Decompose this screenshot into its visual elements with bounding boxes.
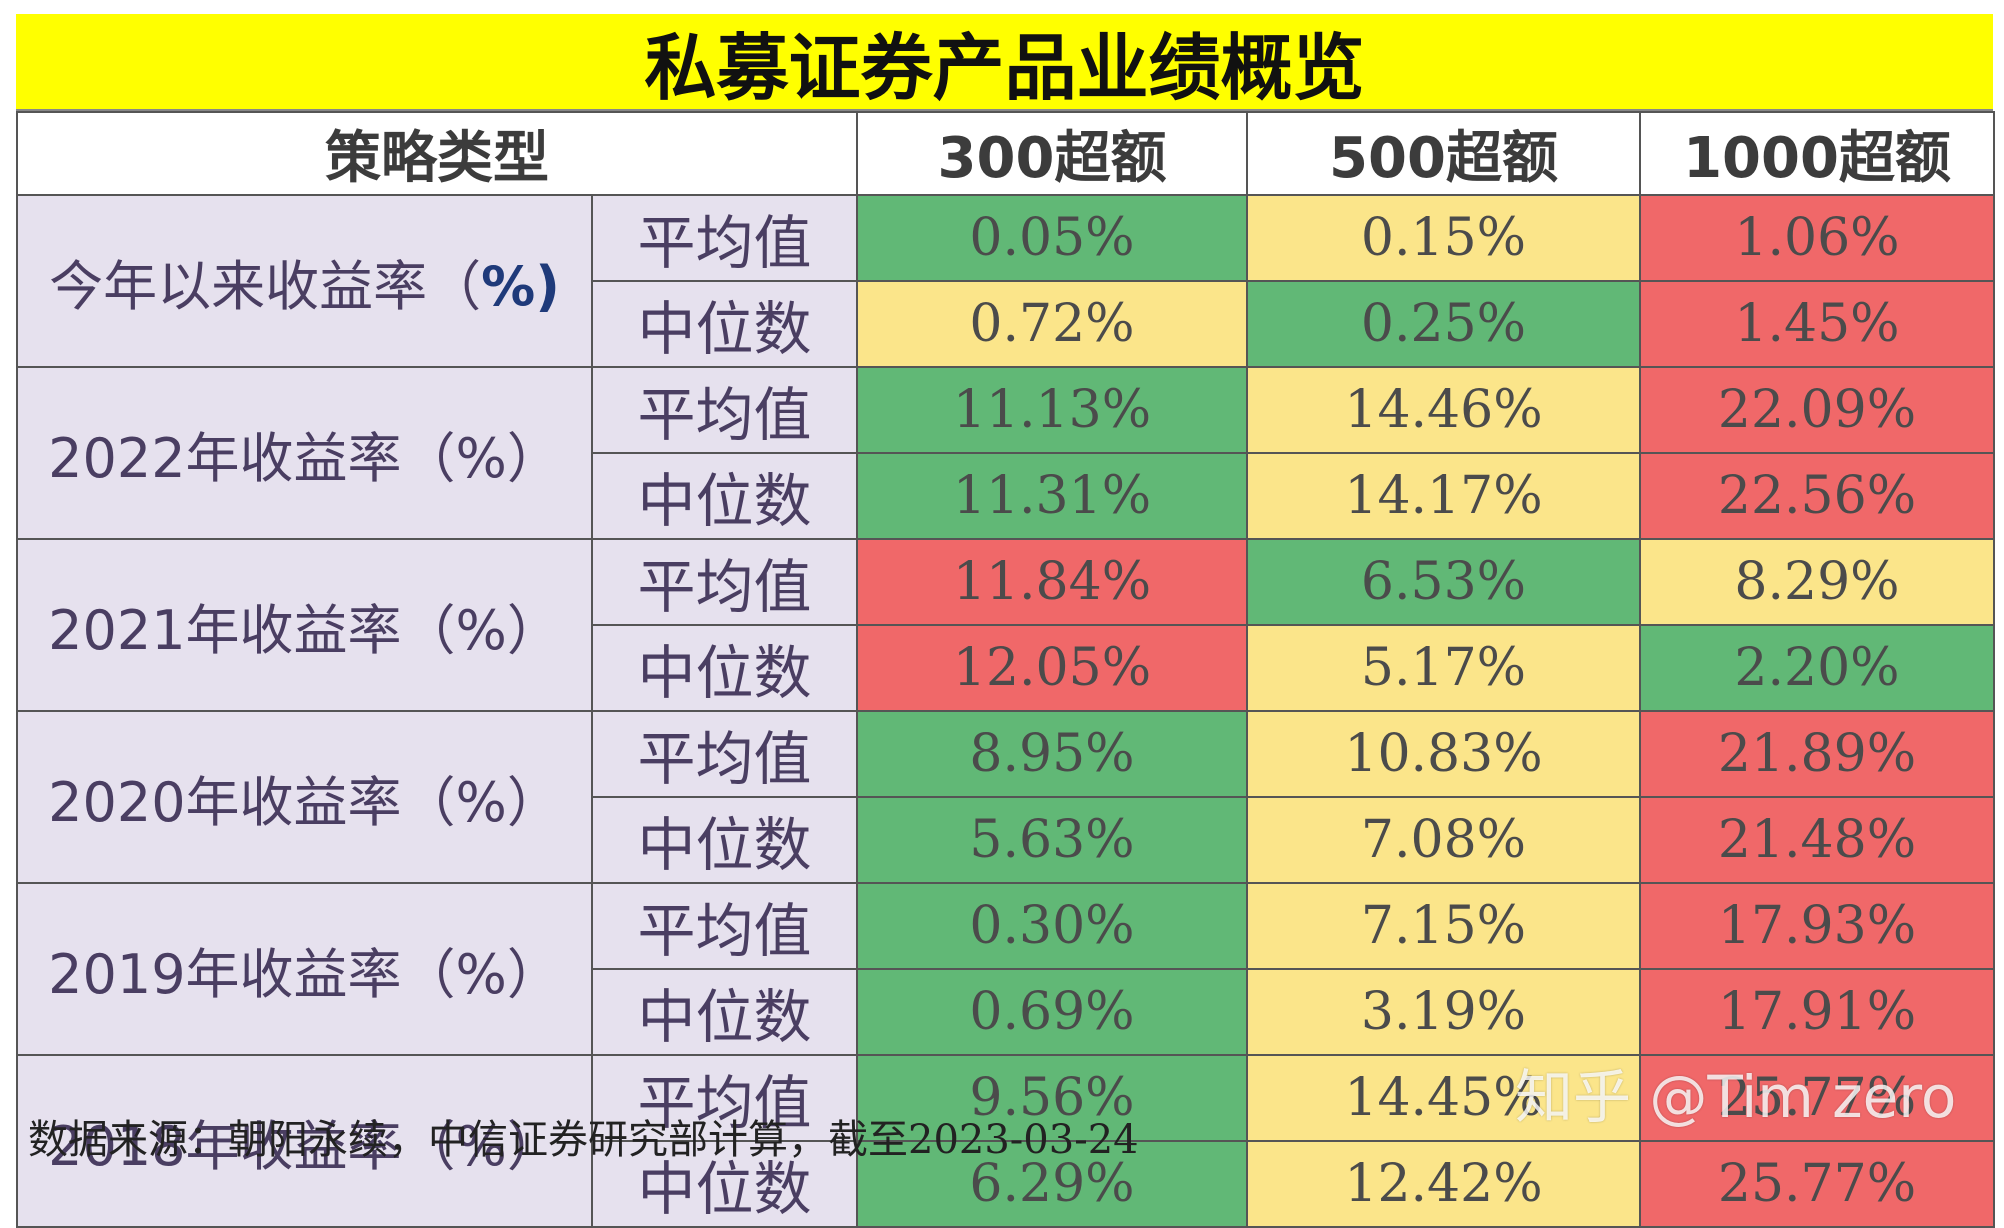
- value-cell: 0.72%: [856, 280, 1248, 368]
- value-cell: 0.15%: [1246, 194, 1641, 282]
- value-cell: 9.56%: [856, 1054, 1248, 1142]
- median-label: 中位数: [591, 624, 858, 712]
- performance-sheet: 私募证券产品业绩概览 策略类型 300超额 500超额 1000超额 今年以来收…: [16, 14, 1995, 1228]
- header-row: 策略类型 300超额 500超额 1000超额: [16, 111, 1995, 196]
- value-cell: 0.05%: [856, 194, 1248, 282]
- table-row: 2020年收益率（%） 平均值 8.95% 10.83% 21.89%: [16, 710, 1995, 884]
- value-cell: 8.95%: [856, 710, 1248, 798]
- value-cell: 3.19%: [1246, 968, 1641, 1056]
- value-cell: 12.05%: [856, 624, 1248, 712]
- value-cell: 1.45%: [1639, 280, 1995, 368]
- value-cell: 22.09%: [1639, 366, 1995, 454]
- median-label: 中位数: [591, 968, 858, 1056]
- table-row: 今年以来收益率（%) 平均值 0.05% 0.15% 1.06%: [16, 194, 1995, 368]
- column-header-500: 500超额: [1246, 111, 1641, 196]
- category-unit: %): [481, 254, 560, 318]
- table-row: 2022年收益率（%） 平均值 11.13% 14.46% 22.09%: [16, 366, 1995, 540]
- performance-table: 策略类型 300超额 500超额 1000超额 今年以来收益率（%) 平均值 0…: [16, 111, 1995, 1228]
- category-label: 2022年收益率（%）: [16, 366, 593, 540]
- value-cell: 11.13%: [856, 366, 1248, 454]
- value-cell: 5.63%: [856, 796, 1248, 884]
- category-label: 今年以来收益率（%): [16, 194, 593, 368]
- value-cell: 7.08%: [1246, 796, 1641, 884]
- value-cell: 17.91%: [1639, 968, 1995, 1056]
- value-cell: 6.53%: [1246, 538, 1641, 626]
- median-label: 中位数: [591, 280, 858, 368]
- column-header-1000: 1000超额: [1639, 111, 1995, 196]
- value-cell: 22.56%: [1639, 452, 1995, 540]
- data-source-note: 数据来源：朝阳永续，中信证券研究部计算，截至2023-03-24: [28, 1117, 1139, 1163]
- value-cell: 2.20%: [1639, 624, 1995, 712]
- value-cell: 25.77%: [1639, 1054, 1995, 1142]
- value-cell: 0.30%: [856, 882, 1248, 970]
- value-cell: 11.84%: [856, 538, 1248, 626]
- avg-label: 平均值: [591, 710, 858, 798]
- zhihu-watermark: 知乎 @Tim zero: [1515, 1063, 1957, 1131]
- value-cell: 14.17%: [1246, 452, 1641, 540]
- avg-label: 平均值: [591, 366, 858, 454]
- table-row: 中位数 0.69% 3.19% 17.91%: [17, 968, 1995, 1056]
- avg-label: 平均值: [591, 538, 858, 626]
- category-label: 2019年收益率（%）: [16, 882, 593, 1056]
- value-cell: 0.69%: [856, 968, 1248, 1056]
- table-row: 中位数 0.72% 0.25% 1.45%: [17, 280, 1995, 368]
- strategy-type-header: 策略类型: [16, 111, 858, 196]
- value-cell: 17.93%: [1639, 882, 1995, 970]
- table-row: 2019年收益率（%） 平均值 0.30% 7.15% 17.93%: [16, 882, 1995, 1056]
- table-row: 中位数 12.05% 5.17% 2.20%: [17, 624, 1995, 712]
- value-cell: 7.15%: [1246, 882, 1641, 970]
- table-row: 中位数 11.31% 14.17% 22.56%: [17, 452, 1995, 540]
- page-title: 私募证券产品业绩概览: [16, 14, 1993, 111]
- value-cell: 5.17%: [1246, 624, 1641, 712]
- value-cell: 21.89%: [1639, 710, 1995, 798]
- value-cell: 0.25%: [1246, 280, 1641, 368]
- value-cell: 11.31%: [856, 452, 1248, 540]
- value-cell: 8.29%: [1639, 538, 1995, 626]
- category-label: 2021年收益率（%）: [16, 538, 593, 712]
- avg-label: 平均值: [591, 882, 858, 970]
- category-text: 今年以来收益率（: [49, 254, 482, 318]
- avg-label: 平均值: [591, 1054, 858, 1142]
- value-cell: 14.45%: [1246, 1054, 1641, 1142]
- table-row: 中位数 5.63% 7.08% 21.48%: [17, 796, 1995, 884]
- value-cell: 1.06%: [1639, 194, 1995, 282]
- median-label: 中位数: [591, 452, 858, 540]
- median-label: 中位数: [591, 796, 858, 884]
- avg-label: 平均值: [591, 194, 858, 282]
- table-row: 2021年收益率（%） 平均值 11.84% 6.53% 8.29%: [16, 538, 1995, 712]
- category-label: 2020年收益率（%）: [16, 710, 593, 884]
- value-cell: 14.46%: [1246, 366, 1641, 454]
- value-cell: 21.48%: [1639, 796, 1995, 884]
- column-header-300: 300超额: [856, 111, 1248, 196]
- value-cell: 10.83%: [1246, 710, 1641, 798]
